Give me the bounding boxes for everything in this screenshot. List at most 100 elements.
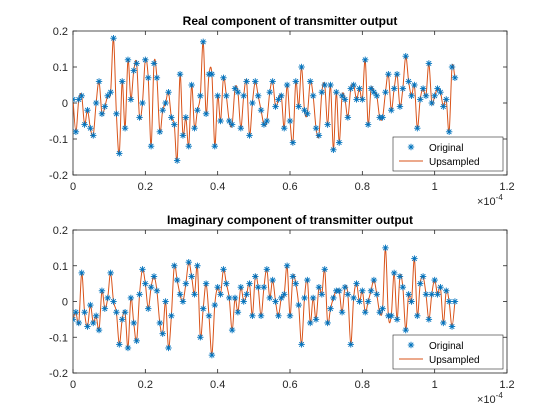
marker-stroke bbox=[264, 118, 270, 124]
marker-stroke bbox=[93, 100, 99, 106]
series-original-marker bbox=[266, 89, 273, 96]
series-original-marker bbox=[240, 298, 247, 305]
series-original-marker bbox=[130, 319, 137, 327]
series-original-marker bbox=[237, 125, 245, 132]
x-tick-label: 0 bbox=[70, 181, 76, 193]
series-original-marker bbox=[110, 298, 117, 305]
series-original-marker bbox=[211, 301, 218, 309]
x-tick-label: 0 bbox=[70, 379, 76, 391]
marker-stroke bbox=[365, 122, 371, 128]
marker-stroke bbox=[356, 86, 363, 92]
marker-stroke bbox=[160, 331, 166, 337]
series-original-marker bbox=[139, 99, 146, 107]
marker-stroke bbox=[93, 313, 99, 319]
marker-stroke bbox=[261, 122, 267, 128]
marker-stroke bbox=[426, 316, 432, 322]
series-original-marker bbox=[188, 81, 195, 89]
marker-stroke bbox=[336, 140, 342, 146]
series-original-marker bbox=[171, 121, 178, 128]
series-original-marker bbox=[367, 85, 375, 92]
y-tick-label: 0 bbox=[62, 297, 68, 309]
marker-stroke bbox=[345, 291, 351, 297]
series-original-marker bbox=[312, 125, 320, 132]
series-original-marker bbox=[292, 78, 299, 85]
series-original-marker bbox=[75, 96, 82, 103]
series-original-marker bbox=[307, 78, 314, 85]
marker-stroke bbox=[327, 82, 334, 88]
series-original-marker bbox=[110, 35, 117, 42]
series-original-marker bbox=[399, 85, 407, 92]
series-original-marker bbox=[104, 294, 111, 302]
series-original-marker bbox=[382, 244, 389, 252]
marker-stroke bbox=[180, 132, 186, 138]
marker-stroke bbox=[388, 107, 394, 113]
series-original-marker bbox=[356, 298, 363, 305]
y-tick-label: -0.2 bbox=[49, 368, 68, 380]
series-original-marker bbox=[324, 319, 331, 327]
series-original-marker bbox=[168, 312, 175, 319]
marker-stroke bbox=[136, 291, 143, 297]
marker-stroke bbox=[148, 143, 154, 149]
marker-stroke bbox=[122, 125, 128, 131]
marker-stroke bbox=[284, 263, 290, 269]
series-original-marker bbox=[411, 81, 418, 89]
series-original-marker bbox=[197, 334, 204, 341]
marker-stroke bbox=[139, 100, 146, 106]
marker-stroke bbox=[304, 277, 310, 283]
series-original-marker bbox=[364, 121, 372, 128]
marker-stroke bbox=[371, 89, 377, 95]
marker-stroke bbox=[270, 78, 276, 84]
legend-label-original: Original bbox=[429, 341, 463, 352]
marker-stroke bbox=[232, 86, 238, 92]
marker-stroke bbox=[90, 320, 96, 326]
series-original-marker bbox=[257, 107, 265, 114]
series-original-marker bbox=[118, 316, 126, 323]
marker-stroke bbox=[177, 291, 183, 297]
marker-stroke bbox=[76, 320, 82, 326]
series-original-marker bbox=[243, 291, 250, 298]
series-original-marker bbox=[208, 351, 216, 359]
marker-stroke bbox=[244, 78, 250, 84]
series-original-marker bbox=[78, 269, 85, 277]
series-original-marker bbox=[136, 114, 143, 121]
marker-stroke bbox=[119, 316, 125, 322]
marker-stroke bbox=[116, 341, 122, 347]
marker-stroke bbox=[368, 86, 374, 92]
marker-stroke bbox=[397, 104, 403, 110]
marker-stroke bbox=[452, 298, 458, 305]
marker-stroke bbox=[446, 298, 452, 305]
series-original-marker bbox=[396, 273, 404, 280]
series-original-marker bbox=[78, 92, 85, 99]
series-original-marker bbox=[335, 139, 343, 146]
marker-stroke bbox=[411, 256, 417, 262]
series-original-marker bbox=[231, 294, 239, 302]
marker-stroke bbox=[290, 140, 296, 146]
marker-stroke bbox=[281, 125, 287, 131]
series-original-marker bbox=[87, 125, 94, 132]
marker-stroke bbox=[434, 291, 441, 297]
marker-stroke bbox=[73, 316, 76, 321]
marker-stroke bbox=[417, 281, 423, 287]
series-original-marker bbox=[417, 96, 424, 103]
marker-stroke bbox=[339, 309, 345, 315]
y-tick-label: 0.1 bbox=[53, 261, 68, 273]
marker-stroke bbox=[238, 125, 244, 131]
series-original-marker bbox=[278, 92, 285, 99]
series-original-marker bbox=[249, 99, 256, 107]
marker-stroke bbox=[241, 93, 247, 99]
marker-stroke bbox=[420, 86, 426, 92]
marker-stroke bbox=[87, 125, 93, 131]
series-original-marker bbox=[275, 96, 282, 103]
marker-stroke bbox=[174, 158, 180, 164]
series-original-marker bbox=[223, 280, 230, 287]
series-original-marker bbox=[260, 284, 268, 291]
series-original-marker bbox=[136, 291, 143, 298]
marker-stroke bbox=[391, 270, 397, 276]
series-original-marker bbox=[90, 132, 97, 139]
marker-stroke bbox=[113, 309, 119, 315]
marker-stroke bbox=[400, 86, 406, 92]
series-original-marker bbox=[179, 298, 187, 305]
series-original-marker bbox=[388, 312, 395, 319]
marker-stroke bbox=[223, 93, 229, 99]
series-original-marker bbox=[116, 150, 123, 157]
